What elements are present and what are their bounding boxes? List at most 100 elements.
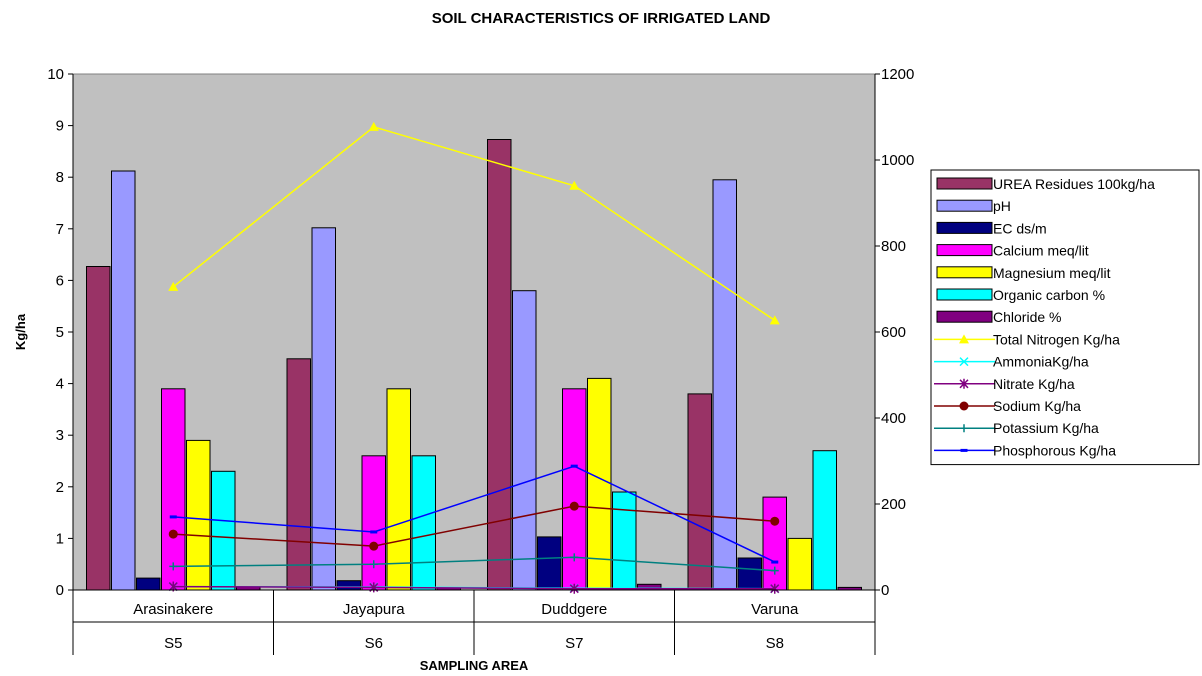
- y2-tick-label: 1000: [881, 152, 914, 169]
- bar: [712, 179, 737, 591]
- marker-dash: [570, 464, 578, 468]
- y-tick-label: 7: [56, 221, 64, 238]
- marker-plus: [960, 424, 968, 433]
- y-tick-label: 10: [47, 66, 64, 83]
- marker-plus: [770, 566, 779, 575]
- legend-label: UREA Residues 100kg/ha: [993, 176, 1155, 192]
- y2-tick-label: 1200: [881, 66, 914, 83]
- marker-circle: [168, 529, 178, 539]
- subcategory-label: S5: [164, 635, 182, 652]
- y-tick-label: 8: [56, 169, 64, 186]
- series-line: [173, 585, 775, 590]
- bar: [762, 496, 787, 591]
- bar: [687, 393, 712, 591]
- marker-circle: [959, 401, 969, 411]
- y-tick-label: 2: [56, 479, 64, 496]
- marker-triangle: [368, 121, 379, 131]
- series-line: [173, 465, 776, 563]
- legend-swatch: [936, 221, 993, 234]
- bar: [136, 577, 161, 591]
- marker-dash: [370, 530, 378, 534]
- legend-label: Calcium meq/lit: [993, 243, 1089, 259]
- legend-label: Total Nitrogen Kg/ha: [993, 331, 1120, 347]
- legend-swatch: [936, 177, 993, 190]
- legend-label: Sodium Kg/ha: [993, 398, 1081, 414]
- axes: 0 1 2 3 4 5 6 7 8 9 10 0 200 400 600 800 1000 1200 Arasina…: [47, 66, 914, 655]
- y2-tick-label: 400: [881, 410, 906, 427]
- bar: [311, 227, 336, 591]
- category-label: Arasinakere: [133, 601, 213, 618]
- y-tick-label: 9: [56, 118, 64, 135]
- bar-group: [86, 139, 862, 591]
- x-axis-title: SAMPLING AREA: [420, 658, 529, 673]
- legend: UREA Residues 100kg/ha pH EC ds/m Calcium m…: [930, 169, 1200, 466]
- bar: [336, 580, 361, 591]
- marker-star: [569, 583, 579, 594]
- bar: [111, 170, 136, 591]
- bar: [386, 388, 411, 591]
- category-label: Jayapura: [343, 601, 405, 618]
- bar: [737, 557, 762, 591]
- legend-label: Magnesium meq/lit: [993, 265, 1111, 281]
- y-tick-label: 0: [56, 582, 64, 599]
- legend-label: Potassium Kg/ha: [993, 420, 1099, 436]
- bar: [86, 266, 111, 591]
- bar: [286, 358, 311, 591]
- y2-tick-label: 200: [881, 496, 906, 513]
- subcategory-label: S8: [766, 635, 784, 652]
- y-tick-label: 5: [56, 324, 64, 341]
- legend-swatch: [936, 199, 993, 212]
- subcategory-label: S7: [565, 635, 583, 652]
- bar: [787, 537, 812, 591]
- bar: [612, 491, 637, 591]
- marker-x: [959, 357, 969, 367]
- bar: [161, 388, 186, 591]
- marker-triangle: [168, 281, 179, 291]
- legend-swatch: [936, 266, 993, 279]
- y-tick-label: 3: [56, 427, 64, 444]
- bar: [812, 450, 837, 591]
- marker-dash: [960, 448, 968, 452]
- y-tick-label: 4: [56, 376, 64, 393]
- legend-label: Phosphorous Kg/ha: [993, 442, 1116, 458]
- y2-tick-label: 0: [881, 582, 889, 599]
- legend-swatch: [936, 310, 993, 323]
- line-group: [168, 121, 780, 594]
- y-axis-title: Kg/ha: [13, 313, 28, 350]
- bar: [537, 536, 562, 591]
- bar: [211, 470, 236, 591]
- category-label: Duddgere: [541, 601, 607, 618]
- y2-tick-label: 800: [881, 238, 906, 255]
- y-tick-label: 1: [56, 530, 64, 547]
- legend-label: Organic carbon %: [993, 287, 1105, 303]
- bar: [512, 290, 537, 591]
- series-line: [172, 126, 776, 322]
- marker-triangle: [569, 180, 580, 190]
- legend-label: AmmoniaKg/ha: [993, 354, 1089, 370]
- marker-circle: [369, 541, 379, 551]
- chart-title: SOIL CHARACTERISTICS OF IRRIGATED LAND: [432, 10, 771, 27]
- marker-plus: [369, 560, 378, 569]
- marker-plus: [169, 562, 178, 571]
- series-line: [173, 556, 775, 572]
- marker-star: [959, 378, 969, 389]
- legend-label: Nitrate Kg/ha: [993, 376, 1075, 392]
- legend-label: pH: [993, 198, 1011, 214]
- subcategory-label: S6: [365, 635, 383, 652]
- marker-plus: [570, 553, 579, 562]
- bar: [411, 455, 436, 591]
- legend-label: Chloride %: [993, 309, 1061, 325]
- marker-circle: [569, 501, 579, 511]
- marker-dash: [169, 515, 177, 519]
- category-label: Varuna: [751, 601, 799, 618]
- y-tick-label: 6: [56, 272, 64, 289]
- legend-label: EC ds/m: [993, 220, 1047, 236]
- bar: [186, 439, 211, 591]
- y2-tick-label: 600: [881, 324, 906, 341]
- marker-dash: [771, 560, 779, 564]
- legend-swatch: [936, 244, 993, 257]
- marker-triangle: [959, 334, 969, 344]
- bar: [361, 455, 386, 591]
- legend-swatch: [936, 288, 993, 301]
